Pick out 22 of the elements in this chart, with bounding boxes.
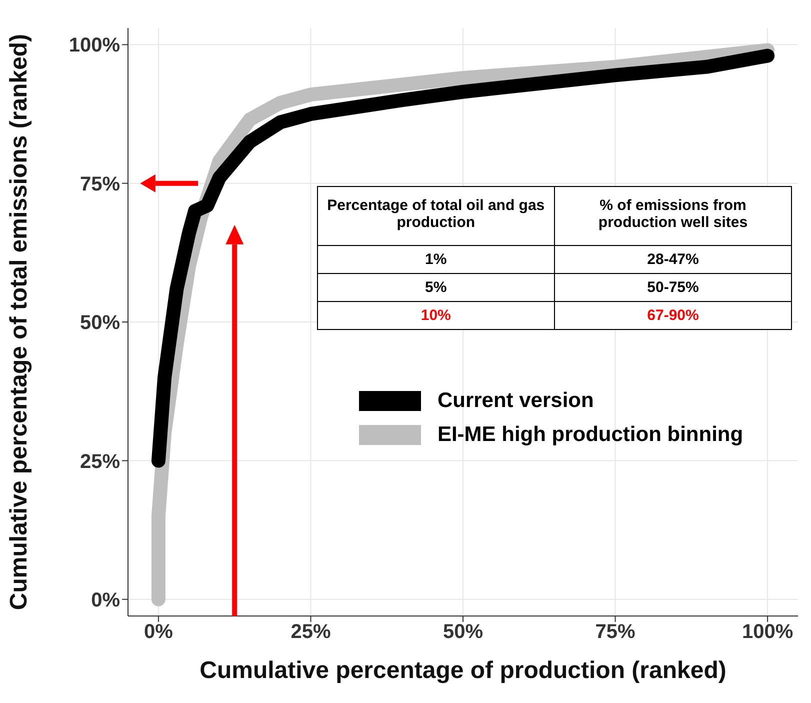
annotation: 1% bbox=[317, 246, 554, 274]
annotation: 5% bbox=[317, 274, 554, 302]
x-tick-label: 100% bbox=[742, 621, 794, 644]
y-tick-label: 0% bbox=[91, 589, 120, 612]
y-tick-label: 75% bbox=[80, 173, 120, 196]
y-tick-label: 100% bbox=[68, 34, 120, 57]
x-tick-label: 0% bbox=[144, 621, 174, 644]
annotation: % of emissions from production well sites bbox=[554, 186, 792, 246]
x-tick-label: 75% bbox=[595, 621, 636, 644]
annotation: 50-75% bbox=[554, 274, 792, 302]
annotation: 28-47% bbox=[554, 246, 792, 274]
x-tick-label: 50% bbox=[442, 621, 484, 644]
x-axis-title: Cumulative percentage of production (ranked) bbox=[200, 657, 726, 684]
y-tick-label: 25% bbox=[80, 450, 120, 473]
x-tick-label: 25% bbox=[290, 621, 331, 644]
annotation: Percentage of total oil and gas production bbox=[317, 186, 554, 246]
y-axis-title: Cumulative percentage of total emissions (ranked) bbox=[6, 34, 33, 610]
y-tick-label: 50% bbox=[80, 312, 120, 334]
legend-label: Current version bbox=[437, 388, 594, 413]
annotation: 67-90% bbox=[554, 302, 792, 330]
legend-label: EI-ME high production binning bbox=[437, 422, 744, 447]
annotation: 10% bbox=[317, 302, 554, 330]
